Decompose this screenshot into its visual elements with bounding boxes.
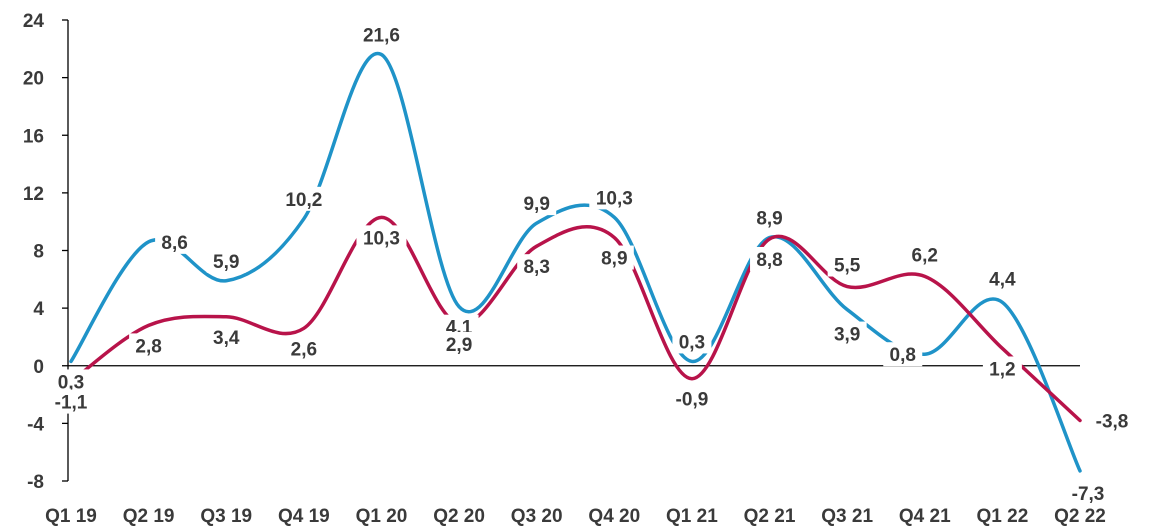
data-label-bg	[517, 191, 557, 216]
data-label: 6,2	[912, 245, 938, 266]
data-label: 8,3	[523, 257, 549, 278]
y-tick-label: -4	[27, 414, 44, 435]
x-tick-label: Q2 20	[433, 506, 485, 527]
data-label-bg	[278, 186, 329, 211]
data-label-bg	[827, 252, 867, 277]
data-label-bg	[517, 254, 557, 279]
data-label-bg	[51, 369, 91, 394]
data-label-bg	[672, 329, 712, 354]
y-tick-label: 20	[23, 69, 44, 90]
data-label-bg	[206, 248, 246, 273]
data-label-bg	[1063, 480, 1113, 505]
data-label: 5,9	[213, 252, 239, 273]
y-tick-label: 8	[33, 242, 44, 263]
data-label-bg	[206, 324, 246, 349]
y-tick-label: -8	[27, 472, 44, 493]
data-label-bg	[750, 246, 790, 271]
series-line-2	[69, 215, 1082, 423]
x-tick-label: Q4 19	[278, 506, 330, 527]
data-label: 5,5	[834, 256, 861, 277]
data-label: 10,3	[596, 188, 633, 209]
data-labels: 0,38,65,910,221,64,19,9 10,30,38,93,90,84…	[46, 22, 1137, 505]
data-label-bg	[905, 242, 945, 267]
data-label: 3,9	[834, 325, 860, 346]
data-label: 8,6	[161, 233, 187, 254]
data-label-bg	[666, 386, 717, 411]
data-label: 10,2	[285, 190, 322, 211]
data-label-bg	[589, 185, 640, 210]
data-label: 1,2	[989, 359, 1015, 380]
x-tick-label: Q2 19	[123, 506, 175, 527]
y-tick-label: 4	[33, 299, 44, 320]
data-label: 8,9	[601, 249, 627, 270]
data-label-bg	[827, 321, 867, 346]
data-label: 8,8	[756, 250, 782, 271]
data-label: 0,8	[890, 345, 916, 366]
x-tick-label: Q1 20	[356, 506, 408, 527]
data-label-bg	[129, 333, 169, 358]
data-label: 21,6	[363, 26, 400, 47]
data-label-bg	[750, 205, 790, 230]
x-tick-label: Q1 19	[45, 506, 97, 527]
data-label-bg	[439, 331, 479, 356]
data-label: 9,9	[523, 194, 549, 215]
data-label-bg	[1087, 408, 1137, 433]
x-tick-label: Q3 20	[511, 506, 563, 527]
data-label: 10,3	[363, 228, 400, 249]
data-label: 3,4	[213, 328, 240, 349]
y-tick-labels: -8 -4 0 4 8 12 16 20 24	[23, 11, 45, 493]
data-label: -7,3	[1072, 484, 1105, 505]
data-label-bg	[284, 336, 324, 361]
data-label-bg	[594, 245, 634, 270]
x-tick-label: Q4 20	[588, 506, 640, 527]
data-label-bg	[46, 389, 96, 414]
y-tick-label: 12	[23, 184, 44, 205]
data-label-bg	[155, 229, 195, 254]
y-tick-label: 16	[23, 126, 44, 147]
data-label-bg	[356, 225, 407, 250]
x-tick-labels: Q1 19 Q2 19 Q3 19 Q4 19 Q1 20 Q2 20 Q3 20 Q4 20…	[45, 506, 1106, 527]
data-label: -1,1	[55, 393, 88, 414]
data-label: 2,9	[446, 335, 472, 356]
data-label: 2,6	[291, 339, 317, 360]
x-tick-label: Q3 21	[821, 506, 873, 527]
data-label: 8,9	[756, 209, 782, 230]
data-label-bg	[883, 342, 923, 367]
data-label: 2,8	[135, 336, 161, 357]
y-tick-label: 24	[23, 11, 45, 32]
x-tick-label: Q2 22	[1054, 506, 1106, 527]
data-label: 0,3	[679, 332, 705, 353]
data-label-bg	[982, 266, 1022, 291]
data-label: 0,3	[58, 372, 84, 393]
y-tick-label: 0	[33, 357, 44, 378]
x-tick-label: Q1 22	[977, 506, 1029, 527]
data-label: -0,9	[676, 390, 709, 411]
x-tick-label: Q1 21	[666, 506, 718, 527]
x-tick-label: Q2 21	[744, 506, 796, 527]
x-tick-label: Q3 19	[200, 506, 252, 527]
data-label: -3,8	[1096, 411, 1129, 432]
data-label: 4,4	[989, 269, 1016, 290]
x-tick-label: Q4 21	[899, 506, 951, 527]
data-label-bg	[356, 22, 407, 47]
data-label-bg	[982, 356, 1022, 381]
